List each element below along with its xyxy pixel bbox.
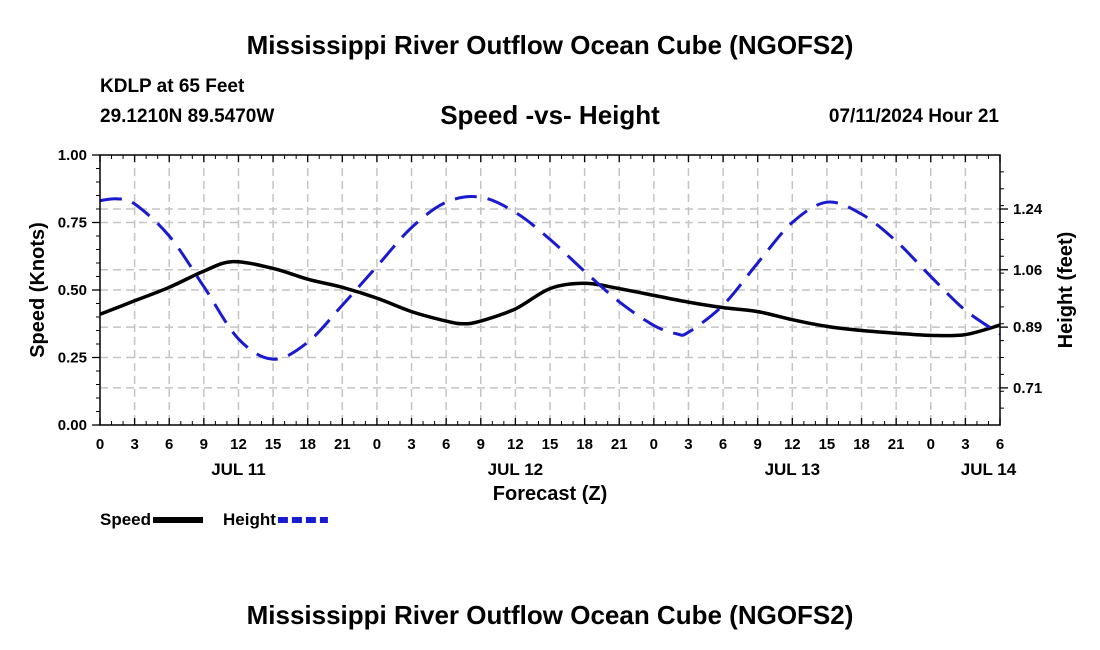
coordinates-label: 29.1210N 89.5470W [100,106,275,127]
x-tick-label: 0 [96,436,104,453]
x-day-label: JUL 14 [961,460,1017,479]
y-tick-label: 1.00 [58,147,87,164]
x-tick-label: 9 [200,436,208,453]
x-tick-label: 12 [230,436,247,453]
x-tick-label: 9 [477,436,485,453]
x-tick-label: 12 [507,436,524,453]
y-tick-label: 0.00 [58,417,87,434]
x-tick-label: 3 [684,436,692,453]
x-tick-label: 9 [754,436,762,453]
series-line-height [99,195,1001,361]
x-tick-label: 6 [719,436,727,453]
forecast-date-label: 07/11/2024 Hour 21 [828,106,999,127]
chart-subtitle: Speed -vs- Height [440,100,660,130]
x-tick-label: 6 [165,436,173,453]
x-tick-label: 18 [299,436,316,453]
legend-label-speed: Speed [100,510,151,529]
legend-label-height: Height [223,510,276,529]
y-tick-label: 0.50 [58,282,87,299]
x-tick-label: 6 [996,436,1004,453]
y2-tick-label: 0.71 [1013,380,1042,397]
y2-tick-label: 0.89 [1013,319,1042,336]
x-day-label: JUL 13 [765,460,820,479]
x-day-label: JUL 11 [211,460,266,479]
x-axis-label: Forecast (Z) [493,483,607,505]
x-tick-label: 15 [265,436,282,453]
x-tick-label: 21 [888,436,905,453]
y2-tick-label: 1.06 [1013,262,1042,279]
footer-title: Mississippi River Outflow Ocean Cube (NG… [246,600,854,630]
chart-main-title: Mississippi River Outflow Ocean Cube (NG… [246,30,854,60]
y-axis-label: Speed (Knots) [27,222,49,358]
x-tick-label: 15 [819,436,836,453]
x-tick-label: 18 [853,436,870,453]
axes: 0 3 6 9 12 15 18 21 0 3 6 9 12 15 18 21 0 3 6 9 12 15 18 21 0 3 6 J… [58,147,1043,479]
y2-axis-label: Height (feet) [1055,232,1077,349]
x-tick-label: 6 [442,436,450,453]
x-tick-label: 0 [650,436,658,453]
station-label: KDLP at 65 Feet [100,76,245,97]
x-tick-label: 3 [961,436,969,453]
x-tick-label: 3 [407,436,415,453]
x-tick-label: 3 [130,436,138,453]
grid [100,155,1000,425]
x-tick-label: 18 [576,436,593,453]
y-tick-label: 0.75 [58,215,87,232]
x-tick-label: 21 [611,436,628,453]
x-tick-label: 0 [927,436,935,453]
legend: Speed Height [100,510,328,529]
x-tick-label: 15 [542,436,559,453]
y-tick-label: 0.25 [58,350,87,367]
series-group [99,195,1001,361]
x-tick-label: 0 [373,436,381,453]
y2-tick-label: 1.24 [1013,201,1043,218]
x-tick-label: 12 [784,436,801,453]
x-day-label: JUL 12 [488,460,543,479]
x-tick-label: 21 [334,436,351,453]
series-line-speed [99,259,1001,338]
